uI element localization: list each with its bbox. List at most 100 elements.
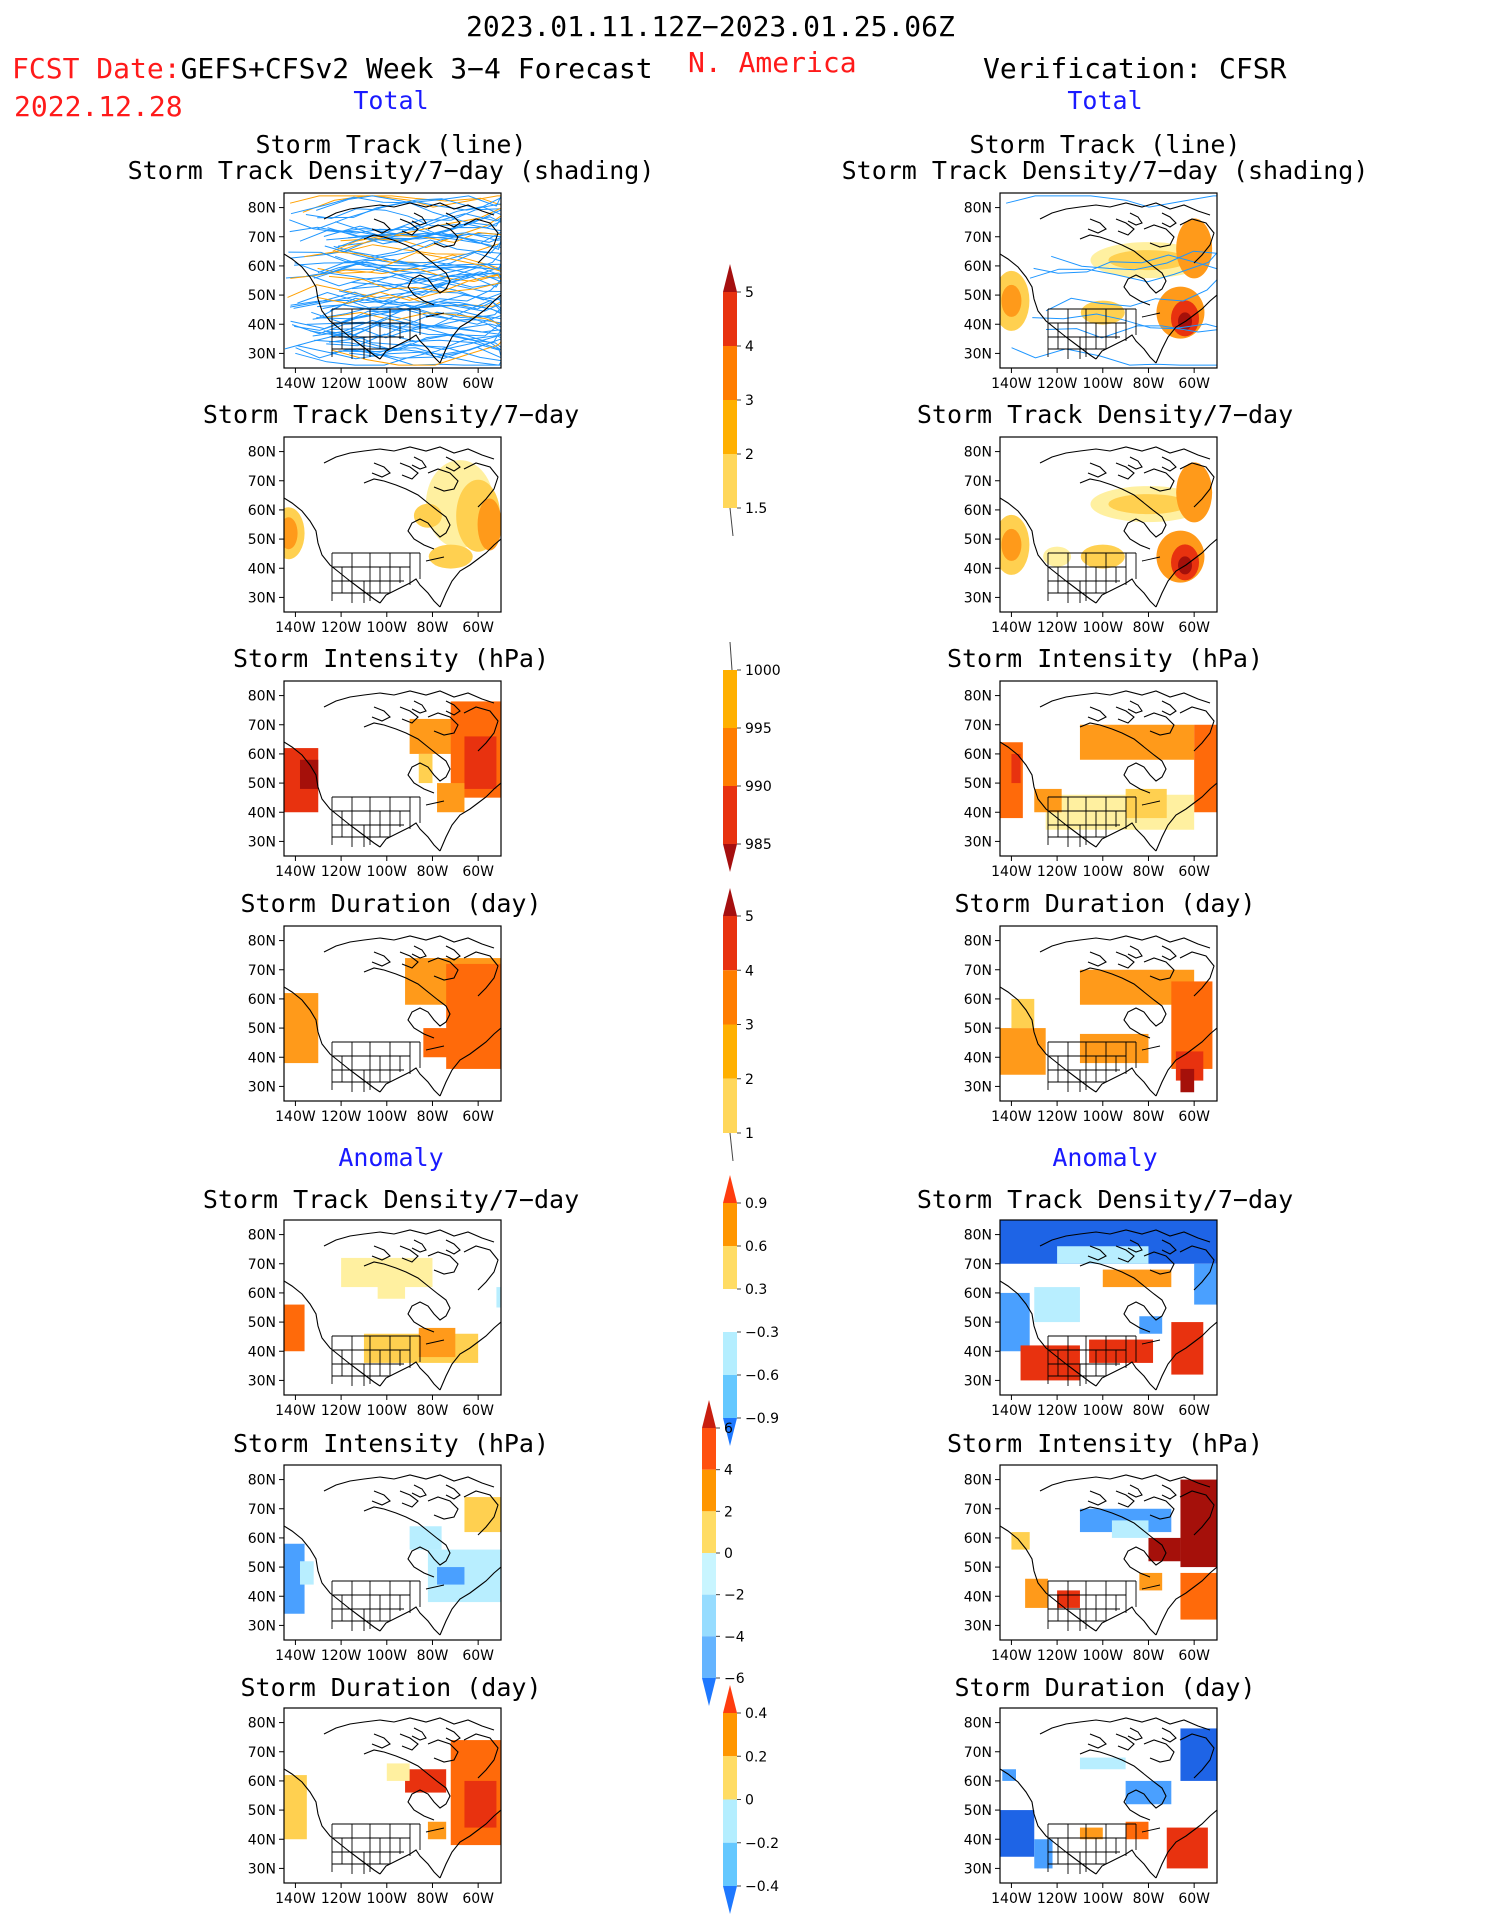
- lat-tick-label: 80N: [964, 689, 992, 705]
- lat-tick-label: 70N: [248, 718, 276, 734]
- colorbar-label: 0: [745, 1793, 754, 1809]
- lon-tick-label: 140W: [991, 620, 1032, 636]
- lat-tick-label: 80N: [248, 445, 276, 461]
- lat-tick-label: 40N: [248, 1050, 276, 1066]
- lon-tick-label: 100W: [1083, 1109, 1124, 1125]
- lon-tick-label: 100W: [367, 1891, 408, 1907]
- lon-tick-label: 120W: [1037, 1648, 1078, 1664]
- colorbar-label: −0.3: [745, 1325, 779, 1341]
- lat-tick-label: 60N: [964, 1531, 992, 1547]
- lon-tick-label: 80W: [417, 1109, 449, 1125]
- lat-tick-label: 70N: [248, 1745, 276, 1761]
- fcst-model: GEFS+CFSv2 Week 3−4 Forecast: [180, 52, 653, 85]
- lon-tick-label: 140W: [991, 1891, 1032, 1907]
- title-track-line: Storm Track (line): [969, 130, 1241, 159]
- colorbar-label: 1.5: [745, 501, 767, 517]
- lon-tick-label: 140W: [991, 1109, 1032, 1125]
- lat-tick-label: 40N: [248, 805, 276, 821]
- map-track-verification: 80N 70N 60N 50N 40N 30N 140W 120W 100W 80W 60W: [930, 189, 1229, 394]
- lat-tick-label: 50N: [964, 288, 992, 304]
- lon-tick-label: 100W: [367, 1648, 408, 1664]
- lat-tick-label: 80N: [248, 201, 276, 217]
- lon-tick-label: 140W: [275, 1891, 316, 1907]
- lat-tick-label: 30N: [964, 1079, 992, 1095]
- lat-tick-label: 80N: [964, 934, 992, 950]
- lat-tick-label: 30N: [248, 590, 276, 606]
- colorbar-label: 0.9: [745, 1196, 767, 1212]
- lat-tick-label: 40N: [248, 317, 276, 333]
- lat-tick-label: 30N: [248, 834, 276, 850]
- panel-title-duration-total-right: Storm Duration (day): [954, 889, 1256, 918]
- lon-tick-label: 80W: [1133, 1109, 1165, 1125]
- lon-tick-label: 80W: [1133, 1648, 1165, 1664]
- lon-tick-label: 120W: [1037, 620, 1078, 636]
- lon-tick-label: 60W: [1178, 620, 1210, 636]
- lat-tick-label: 60N: [964, 503, 992, 519]
- colorbar-label: 0.6: [745, 1239, 767, 1255]
- lat-tick-label: 30N: [964, 1861, 992, 1877]
- lat-tick-label: 80N: [964, 1716, 992, 1732]
- lat-tick-label: 60N: [964, 1774, 992, 1790]
- lon-tick-label: 80W: [1133, 376, 1165, 392]
- panel-title-track-left: Storm Track (line) Storm Track Density/7…: [81, 132, 701, 184]
- lon-tick-label: 80W: [1133, 1403, 1165, 1419]
- lat-tick-label: 70N: [964, 963, 992, 979]
- colorbar-label: 5: [745, 285, 754, 301]
- lat-tick-label: 50N: [248, 532, 276, 548]
- colorbar-label: 0.3: [745, 1282, 767, 1298]
- lon-tick-label: 60W: [1178, 1109, 1210, 1125]
- lon-tick-label: 120W: [1037, 1403, 1078, 1419]
- lon-tick-label: 60W: [1178, 1648, 1210, 1664]
- fcst-label: FCST Date:: [12, 52, 181, 85]
- colorbar-label: 0.2: [745, 1749, 767, 1765]
- map-density-anomaly-verification: 80N 70N 60N 50N 40N 30N 140W 120W 100W 80W 60W: [930, 1216, 1229, 1421]
- lon-tick-label: 100W: [1083, 620, 1124, 636]
- lon-tick-label: 80W: [417, 864, 449, 880]
- lon-tick-label: 140W: [275, 1648, 316, 1664]
- colorbar-intensity-total: 1000995990985980: [715, 640, 785, 911]
- lat-tick-label: 60N: [248, 1774, 276, 1790]
- lon-tick-label: 140W: [275, 376, 316, 392]
- colorbar-label: 4: [724, 1463, 733, 1479]
- lon-tick-label: 120W: [321, 1109, 362, 1125]
- map-duration-anomaly-forecast: 80N 70N 60N 50N 40N 30N 140W 120W 100W 80W 60W: [214, 1704, 513, 1909]
- panel-title-duration-anom-right: Storm Duration (day): [954, 1673, 1256, 1702]
- colorbar-label: −4: [724, 1629, 745, 1645]
- colorbar-label: −2: [724, 1588, 745, 1604]
- total-label-left: Total: [353, 86, 429, 115]
- lon-tick-label: 140W: [275, 1109, 316, 1125]
- anomaly-label-right: Anomaly: [1052, 1143, 1158, 1172]
- lon-tick-label: 120W: [1037, 1891, 1078, 1907]
- lat-tick-label: 40N: [248, 1589, 276, 1605]
- lat-tick-label: 40N: [964, 1344, 992, 1360]
- lat-tick-label: 60N: [248, 1531, 276, 1547]
- lon-tick-label: 100W: [367, 1403, 408, 1419]
- lon-tick-label: 80W: [1133, 864, 1165, 880]
- lon-tick-label: 120W: [1037, 864, 1078, 880]
- colorbar-label: 2: [724, 1504, 733, 1520]
- lat-tick-label: 40N: [964, 1832, 992, 1848]
- map-intensity-anomaly-forecast: 80N 70N 60N 50N 40N 30N 140W 120W 100W 80W 60W: [214, 1461, 513, 1666]
- lon-tick-label: 60W: [462, 1109, 494, 1125]
- lat-tick-label: 30N: [964, 1618, 992, 1634]
- lat-tick-label: 30N: [248, 346, 276, 362]
- lat-tick-label: 40N: [248, 1344, 276, 1360]
- map-density-forecast: 80N 70N 60N 50N 40N 30N 140W 120W 100W 80W 60W: [214, 433, 513, 638]
- lon-tick-label: 80W: [417, 1891, 449, 1907]
- lat-tick-label: 50N: [964, 532, 992, 548]
- lat-tick-label: 50N: [248, 288, 276, 304]
- lon-tick-label: 100W: [1083, 1648, 1124, 1664]
- lat-tick-label: 70N: [964, 474, 992, 490]
- lat-tick-label: 80N: [248, 934, 276, 950]
- lat-tick-label: 60N: [248, 259, 276, 275]
- panel-title-intensity-total-right: Storm Intensity (hPa): [946, 644, 1264, 673]
- lat-tick-label: 50N: [248, 776, 276, 792]
- lat-tick-label: 30N: [964, 1373, 992, 1389]
- lon-tick-label: 60W: [462, 376, 494, 392]
- lon-tick-label: 60W: [462, 864, 494, 880]
- colorbar-label: 4: [745, 339, 754, 355]
- lon-tick-label: 100W: [1083, 376, 1124, 392]
- lat-tick-label: 80N: [248, 689, 276, 705]
- lon-tick-label: 80W: [1133, 1891, 1165, 1907]
